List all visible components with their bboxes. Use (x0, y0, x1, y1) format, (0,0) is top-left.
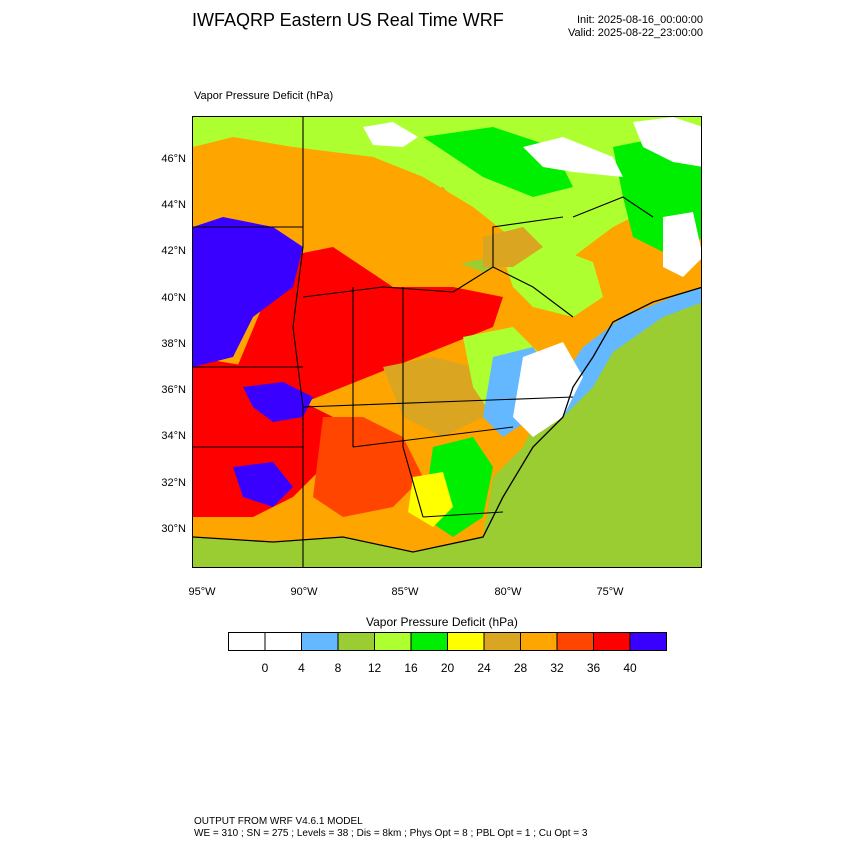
plot-title: IWFAQRP Eastern US Real Time WRF (192, 10, 504, 30)
lon-label-80: 80°W (494, 586, 522, 598)
lat-label-38: 38°N (161, 338, 186, 350)
colorbar-tick-label: 0 (261, 661, 269, 675)
lat-label-42: 42°N (161, 245, 186, 257)
coastal-water (543, 287, 701, 417)
lat-label-44: 44°N (161, 199, 186, 211)
carolina-white (513, 342, 583, 437)
footer-config: WE = 310 ; SN = 275 ; Levels = 38 ; Dis … (194, 828, 588, 839)
colorbar-swatch (483, 632, 521, 651)
colorbar-tick-label: 20 (440, 661, 455, 675)
colorbar-swatch (629, 632, 667, 651)
colorbar-tick-label: 32 (550, 661, 564, 675)
colorbar-tick-label: 40 (623, 661, 637, 675)
coastline (193, 286, 701, 553)
footer-model: OUTPUT FROM WRF V4.6.1 MODEL (194, 816, 363, 827)
lon-label-90: 90°W (290, 586, 318, 598)
lat-label-34: 34°N (161, 430, 186, 442)
colorbar-swatch (593, 632, 631, 651)
purple-mid (243, 382, 313, 422)
georgia-yellow (408, 472, 453, 527)
lat-label-36: 36°N (161, 384, 186, 396)
map-canvas (193, 117, 701, 567)
colorbar-swatch (410, 632, 448, 651)
init-time: Init: 2025-08-16_00:00:00 (577, 14, 703, 26)
colorbar-tick-label: 16 (404, 661, 418, 675)
white-patch-3 (633, 117, 701, 167)
colorbar-swatch (264, 632, 302, 651)
colorbar (228, 632, 667, 651)
pennsylvania-gold (483, 227, 543, 267)
colorbar-tick-label: 36 (586, 661, 601, 675)
colorbar-swatch (520, 632, 558, 651)
purple-south (233, 462, 293, 507)
lat-label-32: 32°N (161, 477, 186, 489)
colorbar-swatch (337, 632, 375, 651)
valid-time: Valid: 2025-08-22_23:00:00 (568, 27, 703, 39)
white-patch-1 (363, 122, 418, 147)
colorbar-swatch (374, 632, 412, 651)
southeast-gold (383, 357, 493, 437)
colorbar-swatch (447, 632, 485, 651)
state-borders (193, 117, 654, 567)
lon-label-95: 95°W (188, 586, 216, 598)
colorbar-title: Vapor Pressure Deficit (hPa) (366, 615, 518, 629)
lat-label-46: 46°N (161, 153, 186, 165)
colorbar-tick-label: 28 (513, 661, 528, 675)
lat-label-40: 40°N (161, 292, 186, 304)
colorbar-swatch (556, 632, 594, 651)
colorbar-tick-label: 12 (367, 661, 382, 675)
red-southwest (193, 357, 333, 517)
lon-label-75: 75°W (596, 586, 624, 598)
appalachian-green (503, 247, 603, 317)
colorbar-tick-label: 24 (477, 661, 491, 675)
white-patch-4 (663, 212, 701, 277)
colorbar-tick-label: 4 (298, 661, 305, 675)
colorbar-swatch (301, 632, 339, 651)
purple-west (193, 217, 303, 367)
white-patch-2 (523, 137, 623, 177)
colorbar-tick-label: 8 (334, 661, 342, 675)
red-band (233, 247, 503, 417)
lat-label-30: 30°N (161, 523, 186, 535)
colorbar-swatch (228, 632, 266, 651)
vpd-map (192, 116, 702, 568)
field-label: Vapor Pressure Deficit (hPa) (194, 90, 334, 102)
lon-label-85: 85°W (391, 586, 419, 598)
